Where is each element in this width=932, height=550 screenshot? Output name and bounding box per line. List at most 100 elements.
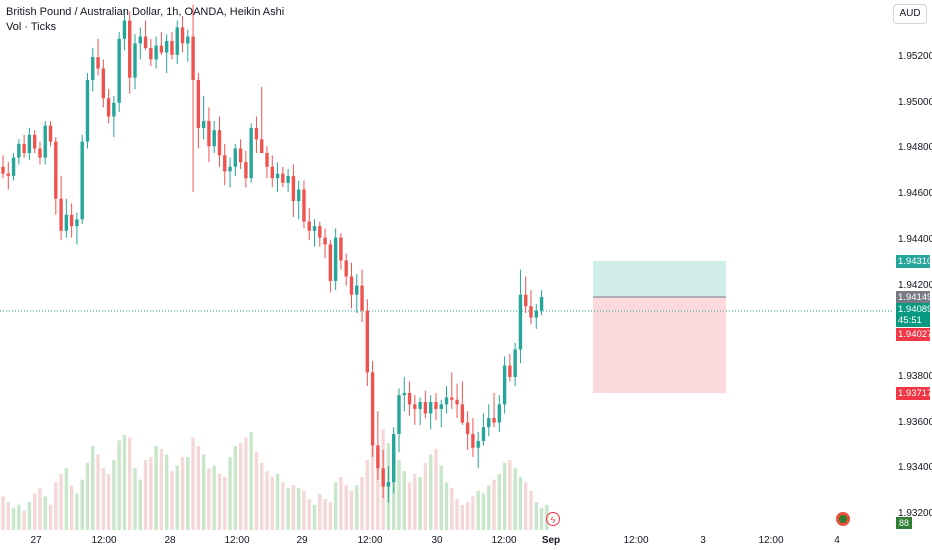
volume-bar [217, 474, 222, 530]
volume-bar [508, 460, 512, 530]
price-tick: 1.93400 [898, 462, 932, 474]
candle-body [91, 57, 95, 80]
candle [223, 143, 227, 186]
candle-body [175, 27, 179, 55]
candle [101, 59, 106, 108]
price-tick: 1.93600 [898, 416, 932, 428]
candle [476, 431, 480, 469]
candle-body [444, 397, 449, 405]
currency-button[interactable]: AUD [893, 4, 927, 24]
candle-body [465, 422, 470, 435]
entry-price-tag: 1.94149 [896, 291, 932, 304]
candle [249, 123, 253, 183]
candle-body [6, 173, 10, 176]
volume-bar [244, 437, 248, 530]
economic-event-icon[interactable]: ϟ [546, 512, 560, 526]
candle-body [17, 143, 21, 158]
candle [455, 383, 459, 419]
candle [386, 466, 391, 503]
volume-bar [307, 499, 311, 530]
volume-indicator-label[interactable]: Vol · Ticks [6, 21, 57, 33]
candle-body [223, 155, 227, 172]
candle-body [212, 130, 216, 147]
price-tick: 1.95200 [898, 51, 932, 63]
candle [91, 47, 95, 92]
volume-bar [43, 496, 47, 530]
candle [244, 150, 248, 188]
sl-zone[interactable] [593, 297, 726, 393]
candle [85, 73, 90, 149]
volume-bar [529, 490, 533, 530]
candle-body [22, 143, 26, 154]
candle [323, 228, 327, 259]
stop-region-tag: 1.94027 [896, 328, 932, 341]
candle-body [265, 153, 269, 167]
time-tick: 28 [164, 535, 176, 546]
volume-bar [17, 504, 21, 530]
candle-body [32, 134, 37, 149]
candle [27, 127, 32, 160]
volume-bar [302, 490, 306, 530]
volume-bar [138, 479, 142, 530]
time-tick: 12:00 [758, 535, 784, 546]
candle-body [75, 219, 79, 227]
volume-bar [191, 437, 195, 530]
candle [465, 411, 470, 451]
volume-bar [175, 465, 179, 530]
candle [96, 38, 100, 76]
candle-body [260, 139, 264, 154]
candle-body [217, 130, 222, 156]
price-tick: 1.93200 [898, 508, 932, 519]
candle [233, 143, 238, 176]
candle [112, 95, 116, 138]
candle [428, 395, 433, 430]
candle-body [164, 41, 169, 53]
candle [286, 169, 290, 192]
candle [333, 228, 338, 291]
candle-body [201, 121, 206, 128]
candle [201, 95, 206, 140]
candle [196, 73, 201, 149]
candle-body [244, 162, 248, 179]
candle-body [154, 45, 158, 60]
country-flag-icon[interactable] [836, 512, 850, 526]
tp-zone[interactable] [593, 261, 726, 297]
candle [534, 303, 538, 329]
price-tick: 1.94200 [898, 279, 932, 291]
candle-body [112, 102, 116, 117]
candle [228, 157, 232, 188]
candle [296, 180, 301, 220]
candle-body [196, 79, 201, 128]
volume-bar [481, 493, 486, 530]
candle-body [471, 434, 475, 448]
candle-body [423, 402, 428, 414]
candle [397, 388, 401, 453]
volume-bar [38, 488, 42, 530]
candle-body [492, 418, 496, 423]
candle-body [281, 173, 285, 183]
candle-body [54, 141, 58, 199]
candle [360, 269, 364, 323]
volume-bar [96, 454, 100, 530]
candle [75, 212, 79, 245]
volume-bar [80, 479, 84, 530]
chart-title[interactable]: British Pound / Australian Dollar, 1h, O… [6, 6, 285, 18]
candle-body [149, 47, 153, 60]
candle-body [117, 38, 121, 103]
candle-body [323, 237, 327, 245]
candle-body [413, 404, 417, 409]
volume-bar [502, 462, 507, 530]
candle-body [381, 468, 385, 487]
volume-bar [376, 451, 380, 530]
volume-bar [460, 504, 465, 530]
stop-loss-tag: 1.93717 [896, 387, 932, 400]
candle-body [333, 237, 338, 281]
volume-bar [1, 496, 5, 530]
volume-bar [106, 474, 111, 530]
candle-body [159, 45, 164, 53]
volume-bar [413, 474, 417, 530]
candle [539, 290, 544, 316]
candle [349, 262, 354, 309]
bar-countdown: 45:51 [898, 315, 922, 326]
